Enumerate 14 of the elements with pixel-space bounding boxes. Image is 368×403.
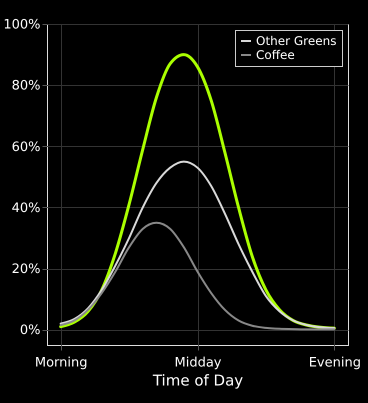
- legend-label: Other Greens: [256, 34, 336, 48]
- x-tick-label: Evening: [308, 356, 361, 370]
- y-tick-label: 100%: [3, 18, 40, 32]
- x-tick-label: Morning: [34, 356, 88, 370]
- line-series: [60, 222, 336, 330]
- y-tick-label: 0%: [20, 323, 40, 338]
- y-tick-label: 80%: [12, 78, 40, 94]
- line-series: [60, 160, 336, 330]
- y-tick-label: 60%: [12, 140, 40, 155]
- y-tick-label: 40%: [12, 200, 40, 216]
- legend-label: Coffee: [256, 48, 295, 62]
- x-axis-title: Time of Day: [152, 372, 244, 390]
- y-tick-label: 20%: [12, 262, 40, 278]
- x-tick-label: Midday: [174, 356, 222, 370]
